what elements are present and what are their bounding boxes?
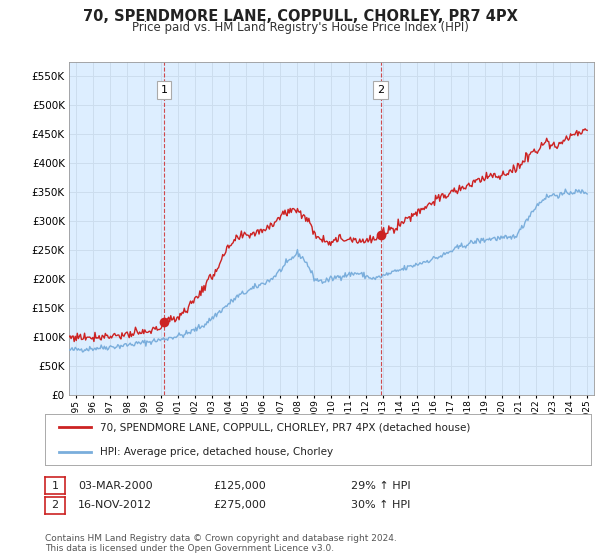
Text: 03-MAR-2000: 03-MAR-2000 [78, 480, 152, 491]
Text: 16-NOV-2012: 16-NOV-2012 [78, 500, 152, 510]
Text: HPI: Average price, detached house, Chorley: HPI: Average price, detached house, Chor… [100, 447, 333, 457]
Text: £125,000: £125,000 [213, 480, 266, 491]
Text: 70, SPENDMORE LANE, COPPULL, CHORLEY, PR7 4PX (detached house): 70, SPENDMORE LANE, COPPULL, CHORLEY, PR… [100, 422, 470, 432]
Text: Contains HM Land Registry data © Crown copyright and database right 2024.
This d: Contains HM Land Registry data © Crown c… [45, 534, 397, 553]
Text: 29% ↑ HPI: 29% ↑ HPI [351, 480, 410, 491]
Text: 2: 2 [52, 500, 58, 510]
Text: Price paid vs. HM Land Registry's House Price Index (HPI): Price paid vs. HM Land Registry's House … [131, 21, 469, 34]
Text: 1: 1 [160, 85, 167, 95]
Text: 2: 2 [377, 85, 384, 95]
Text: 1: 1 [52, 480, 58, 491]
Text: 70, SPENDMORE LANE, COPPULL, CHORLEY, PR7 4PX: 70, SPENDMORE LANE, COPPULL, CHORLEY, PR… [83, 9, 517, 24]
Text: £275,000: £275,000 [213, 500, 266, 510]
Text: 30% ↑ HPI: 30% ↑ HPI [351, 500, 410, 510]
